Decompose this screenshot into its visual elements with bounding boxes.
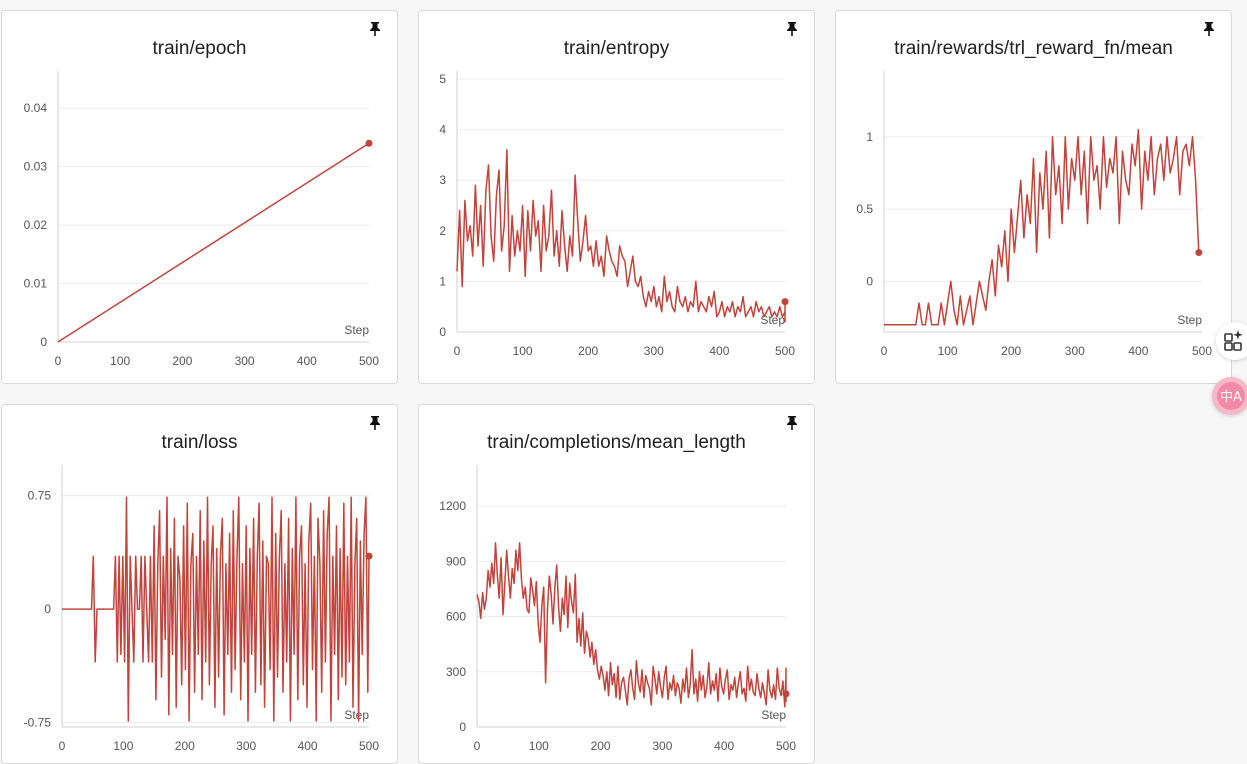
chart-card-mean-length: train/completions/mean_length 0 300 600 900… <box>418 404 815 764</box>
x-tick-label: 300 <box>235 354 255 368</box>
y-tick-label: 0 <box>40 335 47 349</box>
x-tick-label: 400 <box>1128 344 1148 358</box>
last-point-marker <box>365 139 373 147</box>
y-tick-label: 2 <box>439 224 446 238</box>
x-tick-label: 400 <box>714 739 734 753</box>
chart-title: train/completions/mean_length <box>487 432 746 453</box>
x-tick-label: 0 <box>474 739 481 753</box>
chart-plot: 0 300 600 900 1200 0 100 200 300 400 500 Step <box>439 465 796 753</box>
x-tick-label: 0 <box>55 354 62 368</box>
chart-plot: 0 1 2 3 4 5 0 100 200 300 400 500 Step <box>439 71 795 358</box>
x-tick-label: 100 <box>938 344 958 358</box>
y-tick-label: 0.03 <box>24 160 48 174</box>
series-line <box>884 128 1200 326</box>
x-tick-label: 500 <box>359 354 379 368</box>
translate-label: 中A <box>1220 390 1242 405</box>
y-tick-label: 0 <box>44 602 51 616</box>
x-tick-label: 100 <box>529 739 549 753</box>
chart-title: train/entropy <box>563 38 670 59</box>
x-tick-label: 100 <box>110 354 130 368</box>
y-tick-label: 5 <box>439 72 446 86</box>
x-tick-label: 100 <box>113 739 133 753</box>
pin-icon[interactable] <box>1202 21 1216 37</box>
x-tick-label: 0 <box>881 344 888 358</box>
y-tick-label: 3 <box>439 173 446 187</box>
pin-icon[interactable] <box>785 415 799 431</box>
x-tick-label: 300 <box>236 739 256 753</box>
x-tick-label: 300 <box>1065 344 1085 358</box>
apps-sparkle-button[interactable] <box>1216 322 1247 360</box>
y-tick-label: 0 <box>866 274 873 288</box>
x-axis-label: Step <box>1177 313 1202 327</box>
y-tick-label: 0.75 <box>28 489 52 503</box>
x-tick-label: 300 <box>644 344 664 358</box>
x-axis-label: Step <box>761 708 786 722</box>
apps-sparkle-icon <box>1224 330 1243 351</box>
chart-card-epoch: train/epoch 0 0.01 0.02 0.03 0.04 0 100 200 300 4… <box>1 10 398 384</box>
y-tick-label: 0.5 <box>856 202 873 216</box>
x-tick-label: 100 <box>513 344 533 358</box>
pin-icon[interactable] <box>368 21 382 37</box>
chart-card-rewards: train/rewards/trl_reward_fn/mean 0 0.5 1 0 1… <box>835 10 1232 384</box>
chart-plot: 0 0.01 0.02 0.03 0.04 0 100 200 300 400 500 Step <box>24 71 379 368</box>
chart-card-loss: train/loss -0.75 0 0.75 0 100 200 300 400 500 Ste… <box>1 404 398 764</box>
translate-icon: 中A <box>1217 382 1245 410</box>
x-tick-label: 500 <box>359 739 379 753</box>
last-point-marker <box>781 298 789 306</box>
x-axis-label: Step <box>760 313 785 327</box>
y-tick-label: 1 <box>439 274 446 288</box>
y-tick-label: 0.01 <box>24 277 48 291</box>
pin-icon[interactable] <box>785 21 799 37</box>
series-line <box>476 542 787 708</box>
x-axis-label: Step <box>344 708 369 722</box>
series-line <box>57 142 370 343</box>
y-tick-label: 1200 <box>439 499 466 513</box>
x-tick-label: 500 <box>776 739 796 753</box>
last-point-marker <box>782 690 790 698</box>
x-tick-label: 0 <box>59 739 66 753</box>
series-line <box>62 496 370 722</box>
y-tick-label: 0 <box>439 325 446 339</box>
x-tick-label: 200 <box>1001 344 1021 358</box>
chart-title: train/rewards/trl_reward_fn/mean <box>894 38 1173 59</box>
chart-card-entropy: train/entropy 0 1 2 3 4 5 0 100 200 300 400 500 Step <box>418 10 815 384</box>
chart-title: train/epoch <box>152 38 247 59</box>
x-tick-label: 0 <box>454 344 461 358</box>
chart-plot: -0.75 0 0.75 0 100 200 300 400 500 Step <box>24 465 379 753</box>
translate-button[interactable]: 中A <box>1212 377 1247 415</box>
x-tick-label: 400 <box>297 354 317 368</box>
x-tick-label: 200 <box>578 344 598 358</box>
y-tick-label: 600 <box>446 610 466 624</box>
x-tick-label: 200 <box>591 739 611 753</box>
x-tick-label: 500 <box>775 344 795 358</box>
y-tick-label: 900 <box>446 554 466 568</box>
x-tick-label: 200 <box>175 739 195 753</box>
y-tick-label: 0.02 <box>24 218 48 232</box>
y-tick-label: 300 <box>446 665 466 679</box>
y-tick-label: 0 <box>459 720 466 734</box>
pin-icon[interactable] <box>368 415 382 431</box>
x-tick-label: 200 <box>172 354 192 368</box>
last-point-marker <box>1195 248 1203 256</box>
x-axis-label: Step <box>344 323 369 337</box>
y-tick-label: -0.75 <box>24 715 52 729</box>
chart-title: train/loss <box>161 432 238 453</box>
x-tick-label: 500 <box>1192 344 1212 358</box>
y-tick-label: 0.04 <box>24 101 48 115</box>
y-tick-label: 4 <box>439 123 446 137</box>
x-tick-label: 400 <box>709 344 729 358</box>
x-tick-label: 300 <box>652 739 672 753</box>
y-tick-label: 1 <box>866 130 873 144</box>
chart-plot: 0 0.5 1 0 100 200 300 400 500 Step <box>856 71 1212 358</box>
series-line <box>456 149 786 323</box>
last-point-marker <box>365 552 373 560</box>
x-tick-label: 400 <box>298 739 318 753</box>
